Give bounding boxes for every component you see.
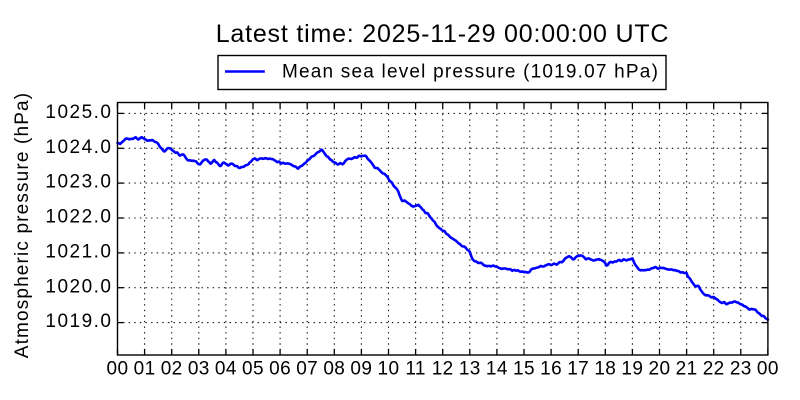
svg-text:10: 10 xyxy=(378,359,400,380)
svg-text:Latest time: 2025-11-29 00:00:: Latest time: 2025-11-29 00:00:00 UTC xyxy=(216,20,670,48)
svg-text:1025.0: 1025.0 xyxy=(45,102,112,123)
svg-text:Mean sea level pressure (1019.: Mean sea level pressure (1019.07 hPa) xyxy=(282,62,659,83)
svg-text:19: 19 xyxy=(621,359,643,380)
svg-text:06: 06 xyxy=(269,359,291,380)
svg-text:1020.0: 1020.0 xyxy=(45,276,112,297)
svg-text:1021.0: 1021.0 xyxy=(45,242,112,263)
svg-text:1022.0: 1022.0 xyxy=(45,207,112,228)
svg-text:1024.0: 1024.0 xyxy=(45,137,112,158)
svg-text:1023.0: 1023.0 xyxy=(45,172,112,193)
svg-text:01: 01 xyxy=(134,359,156,380)
svg-text:12: 12 xyxy=(432,359,454,380)
svg-text:17: 17 xyxy=(567,359,589,380)
svg-text:15: 15 xyxy=(513,359,535,380)
svg-text:23: 23 xyxy=(730,359,752,380)
svg-text:05: 05 xyxy=(242,359,264,380)
svg-text:1019.0: 1019.0 xyxy=(45,311,112,332)
svg-text:13: 13 xyxy=(459,359,481,380)
svg-text:11: 11 xyxy=(405,359,426,380)
svg-text:16: 16 xyxy=(540,359,562,380)
svg-text:Atmospheric pressure (hPa): Atmospheric pressure (hPa) xyxy=(12,92,33,358)
svg-text:20: 20 xyxy=(649,359,671,380)
svg-text:22: 22 xyxy=(703,359,725,380)
svg-text:21: 21 xyxy=(676,359,698,380)
svg-text:00: 00 xyxy=(107,359,129,380)
svg-text:03: 03 xyxy=(188,359,210,380)
svg-text:02: 02 xyxy=(161,359,183,380)
svg-text:09: 09 xyxy=(350,359,372,380)
svg-text:04: 04 xyxy=(215,359,237,380)
svg-text:00: 00 xyxy=(757,359,779,380)
svg-text:07: 07 xyxy=(296,359,318,380)
svg-text:14: 14 xyxy=(486,359,508,380)
svg-text:18: 18 xyxy=(594,359,616,380)
svg-text:08: 08 xyxy=(323,359,345,380)
